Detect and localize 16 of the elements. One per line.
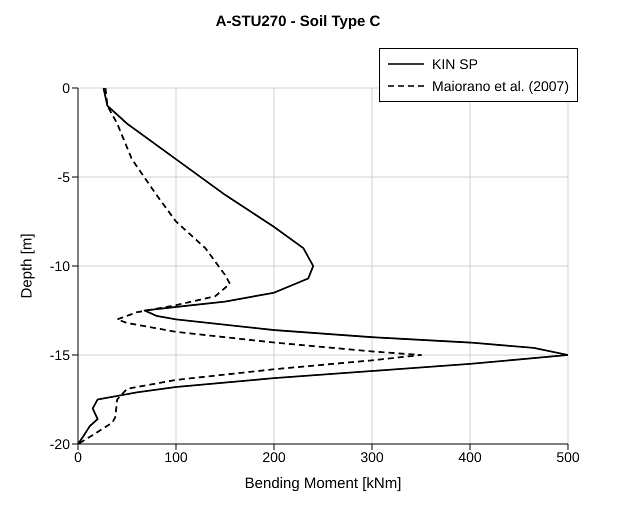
legend-label: KIN SP xyxy=(432,55,478,74)
x-tick-label: 200 xyxy=(262,448,286,465)
chart-title: A-STU270 - Soil Type C xyxy=(216,13,381,30)
y-axis-title: Depth [m] xyxy=(18,233,36,299)
x-tick-label: 400 xyxy=(458,448,482,465)
y-tick-label: -15 xyxy=(50,346,70,363)
x-tick-label: 300 xyxy=(360,448,384,465)
y-tick-label: -10 xyxy=(50,258,70,274)
x-tick-label: 0 xyxy=(74,448,82,465)
x-tick-label: 100 xyxy=(164,448,188,465)
legend-label: Maiorano et al. (2007) xyxy=(432,77,569,96)
y-tick-label: -20 xyxy=(50,436,70,452)
y-tick-label: -5 xyxy=(58,168,70,185)
y-tick-label: 0 xyxy=(62,80,70,96)
x-axis-title: Bending Moment [kNm] xyxy=(244,475,402,492)
x-tick-label: 500 xyxy=(556,448,580,465)
